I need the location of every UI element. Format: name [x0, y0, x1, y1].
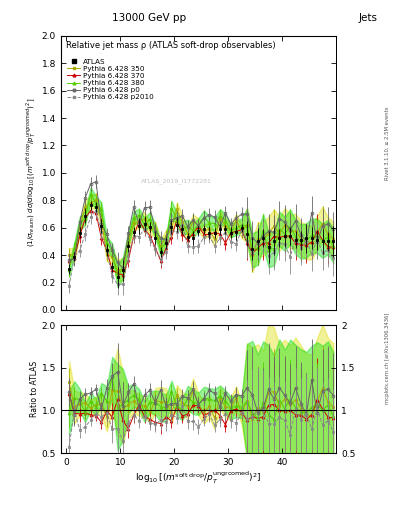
Text: Rivet 3.1.10, ≥ 2.5M events: Rivet 3.1.10, ≥ 2.5M events — [385, 106, 390, 180]
Text: ATLAS_2019_I1772281: ATLAS_2019_I1772281 — [141, 178, 212, 184]
Text: mcplots.cern.ch [arXiv:1306.3436]: mcplots.cern.ch [arXiv:1306.3436] — [385, 313, 390, 404]
Text: 13000 GeV pp: 13000 GeV pp — [112, 13, 186, 23]
Y-axis label: $(1/\sigma_{resum})$ $d\sigma/d\log_{10}$[$({m^{soft\ drop}}/{p_T^{ungroomed}})^: $(1/\sigma_{resum})$ $d\sigma/d\log_{10}… — [24, 98, 37, 247]
Text: Jets: Jets — [358, 13, 377, 23]
X-axis label: $\log_{10}[(m^{\mathrm{soft\ drop}}/p_T^{\mathrm{ungroomed}})^2]$: $\log_{10}[(m^{\mathrm{soft\ drop}}/p_T^… — [135, 470, 262, 486]
Text: Relative jet mass ρ (ATLAS soft-drop observables): Relative jet mass ρ (ATLAS soft-drop obs… — [66, 41, 276, 50]
Y-axis label: Ratio to ATLAS: Ratio to ATLAS — [30, 361, 39, 417]
Legend: ATLAS, Pythia 6.428 350, Pythia 6.428 370, Pythia 6.428 380, Pythia 6.428 p0, Py: ATLAS, Pythia 6.428 350, Pythia 6.428 37… — [67, 59, 154, 100]
